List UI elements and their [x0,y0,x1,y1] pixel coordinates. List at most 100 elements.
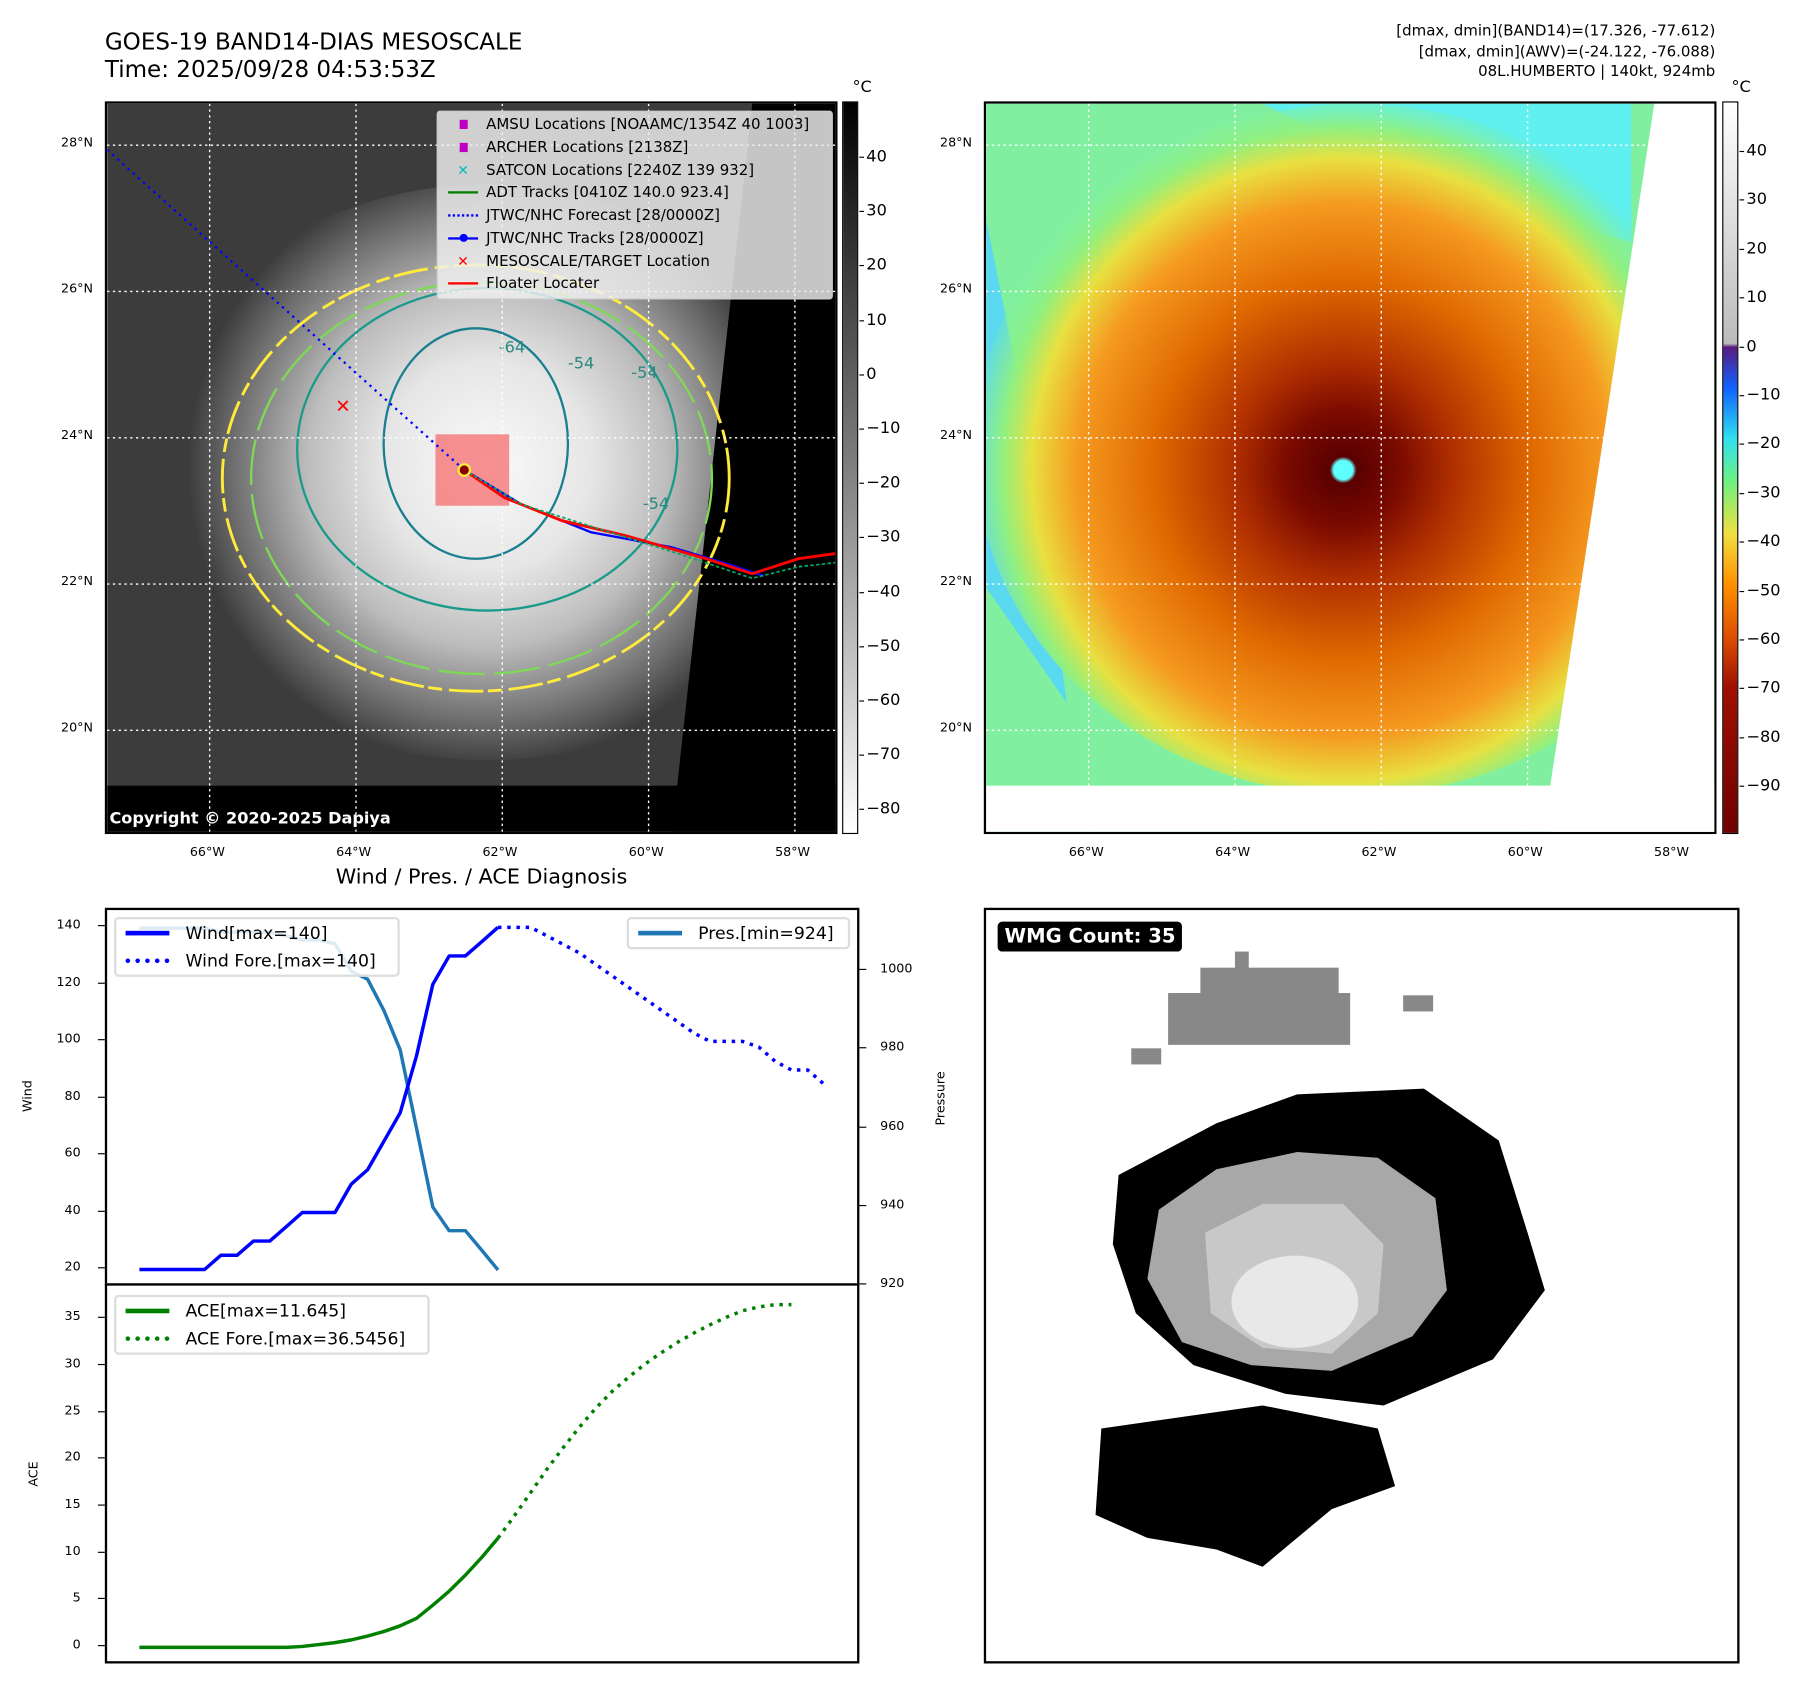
band14-stats: [dmax, dmin](BAND14)=(17.326, -77.612) [1396,23,1716,41]
wind-tick-label: 140 [56,916,81,932]
colorbar-tick-label: −90 [1739,776,1781,796]
longitude-label: 64°W [1215,844,1251,860]
longitude-label: 64°W [336,844,372,860]
legend-label: ACE Fore.[max=36.5456] [185,1328,406,1349]
x-marker-icon: ✕ [457,253,469,270]
ace-tick-label: 25 [64,1402,81,1418]
legend-label: Wind[max=140] [185,922,328,944]
wind-line [139,926,500,1272]
colorbar-unit: °C [1731,78,1751,97]
tick-mark [859,1126,867,1128]
contour-label: -64 [499,338,525,357]
no-data-strip [986,785,1715,832]
colorbar-tick-label: −60 [859,691,901,710]
tick-mark [97,1267,105,1269]
timestamp: Time: 2025/09/28 04:53:53Z [104,55,436,83]
wmg-eye-core [1231,1255,1359,1348]
latitude-label: 24°N [61,427,94,443]
legend-label: JTWC/NHC Forecast [28/0000Z] [486,206,720,225]
tick-mark [97,1153,105,1155]
ace-tick-label: 20 [64,1449,81,1465]
latitude-label: 28°N [940,134,972,150]
colorbar-tick-label: 0 [1739,337,1757,356]
no-data-wedge [1550,103,1715,832]
solid-line-icon [447,275,479,291]
legend-label: AMSU Locations [NOAAMC/1354Z 40 1003] [486,115,810,134]
contour-label: -54 [568,354,594,373]
tick-mark [859,1047,867,1049]
tick-mark [859,1204,867,1206]
square-marker-icon [447,116,479,132]
wind-tick-label: 80 [64,1088,81,1104]
wmg-cloud-cluster [1403,995,1434,1012]
tick-mark [859,1283,867,1285]
ace-tick-label: 5 [72,1590,81,1606]
tick-mark [97,1551,105,1553]
legend-label: MESOSCALE/TARGET Location [486,252,710,271]
ace-tick-label: 15 [64,1496,81,1512]
pressure-tick-label: 1000 [880,960,913,976]
wmg-outer-band [1095,1405,1396,1567]
ace-tick-label: 0 [72,1636,81,1652]
legend-item-pressure: Pres.[min=924] [629,919,848,947]
pressure-line [139,926,500,1272]
line-dot-icon [447,230,479,246]
colorbar-tick-label: −20 [859,473,901,493]
longitude-label: 66°W [1068,844,1104,860]
longitude-label: 60°W [628,844,664,860]
colorbar-tick-label: −70 [1739,678,1781,698]
colorbar-unit: °C [852,78,872,97]
solid-line-icon [125,1308,170,1314]
legend-item-jtwc-tracks: JTWC/NHC Tracks [28/0000Z] [447,228,704,249]
ace-tick-label: 30 [64,1355,81,1371]
latitude-label: 26°N [61,281,94,297]
longitude-label: 66°W [189,844,225,860]
tick-mark [97,1039,105,1041]
latitude-label: 20°N [61,719,94,735]
latitude-label: 26°N [940,281,972,297]
tick-mark [97,1410,105,1412]
no-data-strip [107,785,836,832]
latitude-label: 22°N [940,573,972,589]
wmg-cloud-cluster [1131,1048,1162,1065]
colorbar-tick-label: 40 [859,147,887,166]
pressure-tick-label: 920 [880,1275,905,1291]
wmg-cloud-cluster [1234,951,1249,970]
figure-title: GOES-19 BAND14-DIAS MESOSCALE Time: 2025… [105,28,523,83]
colorbar-tick-label: 10 [1739,288,1767,307]
wmg-panel: WMG Count: 35 [983,907,1740,1664]
legend-item-satcon: ✕ SATCON Locations [2240Z 139 932] [447,160,754,181]
wmg-cloud-cluster [1168,993,1351,1045]
wmg-count-badge: WMG Count: 35 [997,921,1183,952]
copyright-text: Copyright © 2020-2025 Dapiya [109,809,391,829]
longitude-label: 58°W [1654,844,1690,860]
legend-item-jtwc-forecast: JTWC/NHC Forecast [28/0000Z] [447,205,720,226]
legend-item-adt: ADT Tracks [0410Z 140.0 923.4] [447,182,729,203]
legend-label: Pres.[min=924] [698,922,834,944]
ace-forecast-line [496,1302,792,1540]
latitude-label: 24°N [940,427,972,443]
colorbar-tick-label: −50 [859,636,901,656]
legend-label: JTWC/NHC Tracks [28/0000Z] [486,229,704,248]
legend-item-ace: ACE[max=11.645] [116,1297,427,1325]
colorbar-tick-label: 20 [859,256,887,275]
colorbar-tick-label: −10 [859,419,901,438]
longitude-label: 58°W [775,844,811,860]
storm-convection [986,103,1715,795]
square-marker-icon [447,139,479,155]
ace-tick-label: 10 [64,1543,81,1559]
tick-mark [97,1096,105,1098]
legend-label: ARCHER Locations [2138Z] [486,138,689,157]
contour-label: -54 [631,363,657,382]
tick-mark [97,1363,105,1365]
tick-mark [97,925,105,927]
legend-label: SATCON Locations [2240Z 139 932] [486,161,755,180]
longitude-label: 60°W [1507,844,1543,860]
tick-mark [97,1210,105,1212]
solid-line-icon [125,930,170,936]
latitude-label: 28°N [61,134,94,150]
longitude-label: 62°W [1361,844,1397,860]
colorbar-tick-label: −80 [1739,727,1781,747]
jtwc-best-track [463,469,765,578]
colorbar-tick-label: −60 [1739,630,1781,649]
